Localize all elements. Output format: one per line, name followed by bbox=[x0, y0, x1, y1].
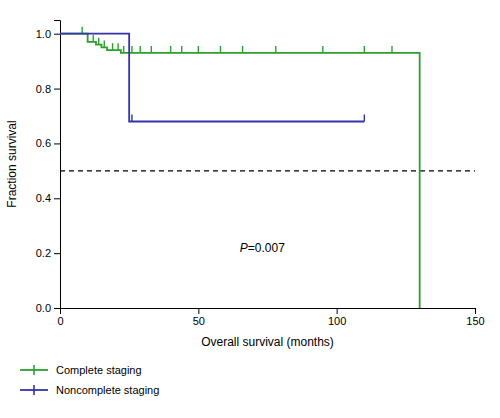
y-tick-label: 0.0 bbox=[36, 302, 51, 314]
annotation: P=0.007 bbox=[240, 241, 285, 255]
y-tick-mark bbox=[54, 198, 60, 199]
x-tick-label: 150 bbox=[466, 315, 484, 327]
y-tick: 0.2 bbox=[36, 247, 60, 259]
censor-mark bbox=[104, 40, 105, 47]
y-tick-label: 0.6 bbox=[36, 137, 51, 149]
plot: 0 50 100 150 0.0 0.2 0.4 0.6 0.8 1.0 Overall survi… bbox=[5, 21, 485, 350]
y-tick-mark bbox=[54, 34, 60, 35]
x-tick: 150 bbox=[466, 308, 484, 327]
censor-mark bbox=[112, 43, 113, 50]
y-tick: 0.4 bbox=[36, 192, 60, 204]
x-tick-mark bbox=[198, 308, 199, 314]
x-tick-label: 0 bbox=[57, 315, 63, 327]
y-tick: 0.6 bbox=[36, 137, 60, 149]
censor-mark bbox=[131, 46, 132, 53]
censor-mark bbox=[170, 46, 171, 53]
censor-mark bbox=[220, 46, 221, 53]
censor-mark bbox=[364, 114, 365, 121]
y-tick-mark bbox=[54, 253, 60, 254]
x-tick: 0 bbox=[57, 308, 63, 327]
legend: Complete staging Noncomplete staging bbox=[20, 364, 159, 396]
y-tick: 0.0 bbox=[36, 302, 60, 314]
censor-mark bbox=[123, 46, 124, 53]
annotation-part: P bbox=[240, 241, 248, 255]
censor-mark bbox=[181, 46, 182, 53]
legend-label: Complete staging bbox=[56, 364, 142, 376]
censor-mark bbox=[322, 46, 323, 53]
survival-curve bbox=[60, 34, 364, 122]
y-axis-title: Fraction survival bbox=[5, 120, 19, 207]
censor-mark bbox=[131, 114, 132, 121]
x-axis-line bbox=[61, 309, 476, 315]
x-tick-mark bbox=[475, 308, 476, 314]
x-tick-label: 100 bbox=[328, 315, 346, 327]
legend-swatch-tick bbox=[33, 365, 35, 375]
censor-mark bbox=[98, 38, 99, 45]
y-axis-line bbox=[54, 21, 61, 309]
censor-mark bbox=[117, 43, 118, 50]
reference-line bbox=[60, 170, 475, 171]
y-tick-mark bbox=[54, 143, 60, 144]
x-tick-mark bbox=[337, 308, 338, 314]
y-axis: 0.0 0.2 0.4 0.6 0.8 1.0 bbox=[36, 21, 61, 315]
y-tick-label: 0.8 bbox=[36, 83, 51, 95]
y-tick: 1.0 bbox=[36, 28, 60, 40]
legend-label: Noncomplete staging bbox=[56, 384, 159, 396]
y-tick-mark bbox=[54, 89, 60, 90]
censor-mark bbox=[364, 46, 365, 53]
y-tick: 0.8 bbox=[36, 83, 60, 95]
censor-mark bbox=[140, 46, 141, 53]
y-tick-mark bbox=[54, 308, 60, 309]
censor-mark bbox=[151, 46, 152, 53]
y-tick-label: 1.0 bbox=[36, 28, 51, 40]
censor-mark bbox=[92, 35, 93, 42]
legend-item: Complete staging bbox=[20, 364, 142, 376]
x-axis-title: Overall survival (months) bbox=[201, 335, 334, 349]
survival-curve bbox=[60, 34, 420, 308]
chart: 0 50 100 150 0.0 0.2 0.4 0.6 0.8 1.0 Overall survi… bbox=[0, 0, 500, 418]
x-axis: 0 50 100 150 bbox=[57, 308, 484, 327]
y-tick-label: 0.4 bbox=[36, 192, 51, 204]
censor-mark bbox=[242, 46, 243, 53]
legend-item: Noncomplete staging bbox=[20, 384, 159, 396]
censor-mark bbox=[81, 27, 82, 34]
x-tick-label: 50 bbox=[193, 315, 205, 327]
annotation-part: =0.007 bbox=[248, 241, 285, 255]
marks bbox=[60, 27, 475, 308]
legend-swatch-tick bbox=[33, 385, 35, 395]
y-tick-label: 0.2 bbox=[36, 247, 51, 259]
censor-mark bbox=[275, 46, 276, 53]
censor-marks bbox=[132, 114, 364, 121]
x-tick: 50 bbox=[193, 308, 205, 327]
x-tick: 100 bbox=[328, 308, 346, 327]
censor-mark bbox=[198, 46, 199, 53]
censor-mark bbox=[391, 46, 392, 53]
